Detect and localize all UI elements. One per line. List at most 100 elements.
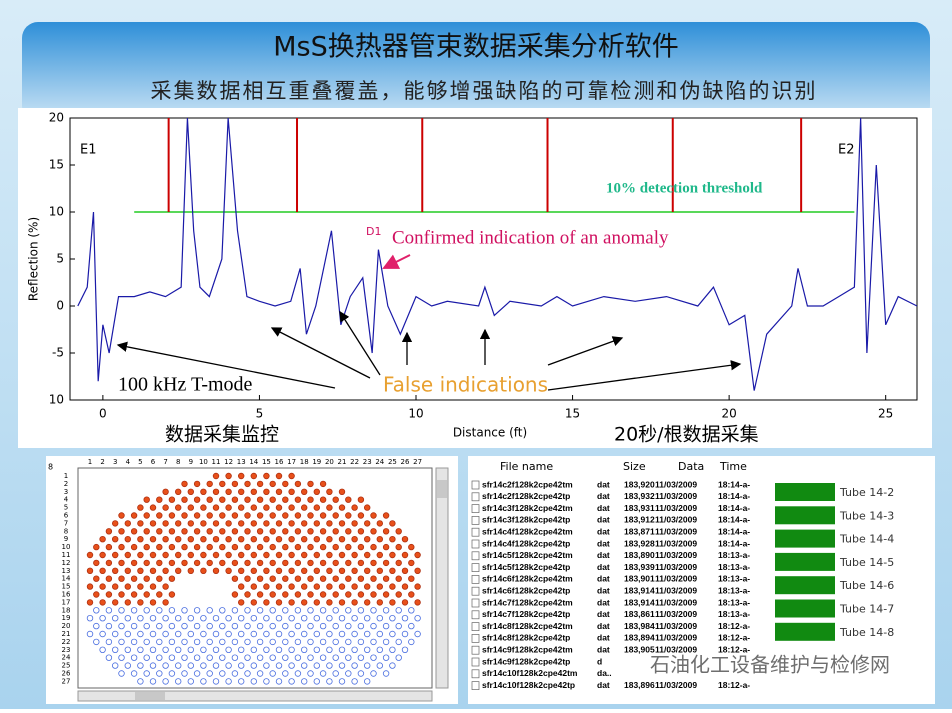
- tube: [156, 591, 163, 598]
- tube: [156, 607, 163, 614]
- title: MsS换热器管束数据采集分析软件: [273, 32, 679, 63]
- tube: [256, 543, 264, 551]
- scrollbar: [77, 690, 433, 702]
- tube: [351, 520, 358, 527]
- tube: [338, 504, 346, 511]
- file-cell: 11/03/2009: [655, 491, 697, 501]
- tube: [187, 678, 194, 685]
- file-cell: 18:12-a-: [718, 644, 750, 654]
- tube: [338, 520, 346, 527]
- tube: [124, 536, 131, 543]
- tube: [181, 654, 188, 661]
- tube: [376, 630, 383, 638]
- signal-trace: [77, 118, 917, 391]
- tube-label: Tube 14-4: [839, 533, 894, 546]
- tube: [143, 575, 150, 582]
- tube: [389, 583, 396, 590]
- tube: [244, 575, 251, 582]
- x-tick-label: 15: [565, 407, 580, 421]
- tube: [326, 488, 333, 495]
- tube: [143, 607, 150, 614]
- tube: [137, 504, 144, 511]
- tube: [99, 646, 106, 653]
- file-cell: 18:14-a-: [718, 479, 750, 489]
- file-cell: sfr14c4f128k2cpe42tp: [482, 538, 570, 548]
- tube: [351, 630, 358, 638]
- tube: [282, 480, 289, 488]
- tube-status: [775, 506, 835, 525]
- tube: [149, 678, 157, 685]
- tube: [143, 638, 150, 646]
- file-cell: 183,871: [624, 526, 655, 536]
- tube: [250, 615, 257, 622]
- column-label: 12: [224, 458, 233, 466]
- tube: [174, 504, 182, 511]
- tube: [130, 670, 138, 677]
- tube: [307, 638, 314, 646]
- file-cell: 183,984: [624, 621, 655, 631]
- watermark: 石油化工设备维护与检修网: [650, 653, 890, 677]
- tube: [193, 670, 201, 677]
- tube: [389, 615, 396, 622]
- file-icon: [471, 551, 480, 561]
- tube: [313, 504, 320, 511]
- tube: [118, 622, 125, 630]
- file-cell: dat: [597, 644, 610, 654]
- tube: [187, 551, 194, 559]
- tube: [237, 662, 245, 669]
- column-label: 19: [312, 458, 321, 466]
- tube: [338, 662, 346, 669]
- file-icon: [471, 610, 480, 620]
- column-label: 23: [363, 458, 372, 466]
- tube: [313, 536, 320, 543]
- tube: [250, 599, 257, 606]
- tube: [307, 607, 314, 614]
- tube: [250, 536, 257, 543]
- tube: [301, 599, 308, 606]
- tube: [256, 607, 264, 614]
- tube: [219, 512, 226, 519]
- tube: [137, 583, 144, 590]
- column-label: 13: [237, 458, 246, 466]
- tube: [174, 615, 182, 622]
- file-icon: [471, 622, 480, 631]
- tube: [414, 615, 421, 622]
- tube: [256, 638, 264, 646]
- tube: [301, 520, 308, 527]
- file-icon: [471, 657, 480, 667]
- file-cell: sfr14c9f128k2cpe42tp: [482, 656, 570, 666]
- row-label: 7: [64, 519, 68, 527]
- tube: [168, 559, 176, 567]
- annotation: D1: [366, 225, 381, 238]
- file-cell: 11/03/2009: [655, 621, 697, 631]
- tube: [187, 630, 194, 638]
- tube: [345, 528, 352, 535]
- tube: [357, 607, 365, 614]
- tube: [288, 520, 295, 527]
- tube: [206, 638, 213, 646]
- tube: [143, 496, 150, 503]
- tube: [162, 567, 169, 574]
- tube: [263, 536, 270, 543]
- tube: [187, 662, 194, 669]
- tube: [156, 654, 163, 661]
- tube: [313, 520, 320, 527]
- file-cell: 18:13-a-: [718, 574, 750, 584]
- tube: [395, 607, 402, 614]
- tube: [370, 559, 377, 567]
- tube: [149, 567, 157, 574]
- row-label: 25: [62, 662, 71, 670]
- tube: [401, 615, 409, 622]
- annotation: E2: [838, 143, 855, 158]
- tube: [225, 630, 232, 638]
- tube: [332, 575, 339, 582]
- tube: [149, 536, 157, 543]
- file-icon: [471, 492, 480, 502]
- tube: [288, 615, 295, 622]
- column-label: 4: [126, 458, 131, 466]
- tube: [313, 551, 320, 559]
- file-cell: da..: [597, 668, 612, 678]
- tube: [307, 622, 314, 630]
- tube: [332, 607, 339, 614]
- tube: [275, 583, 283, 590]
